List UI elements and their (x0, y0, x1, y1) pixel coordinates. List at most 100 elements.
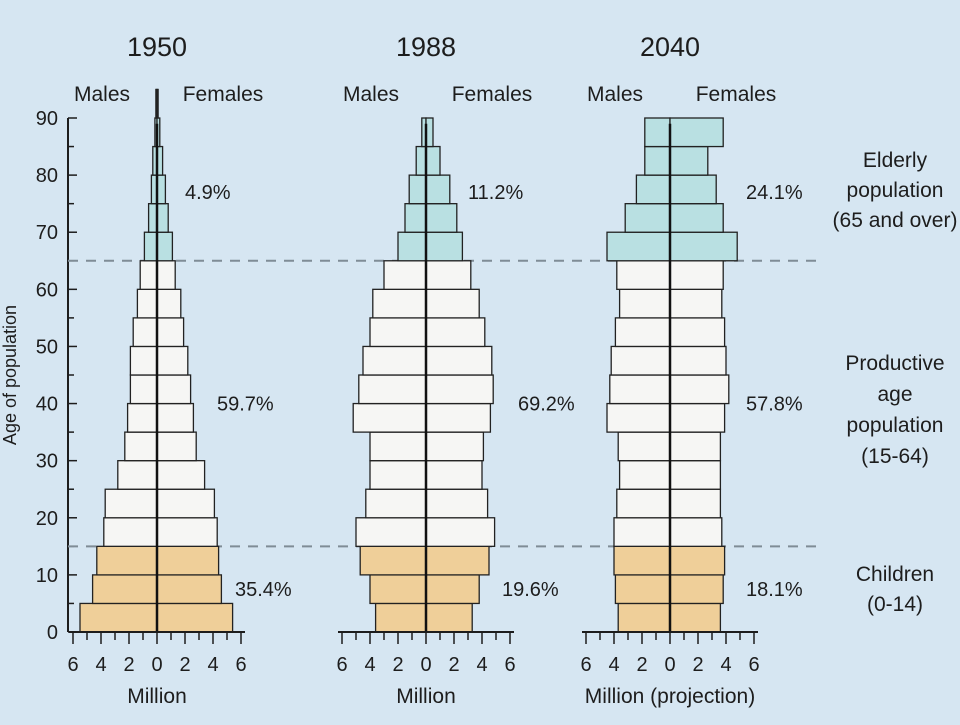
y-axis-label: Age of population (0, 305, 20, 445)
male-bar (96, 545, 158, 576)
x-axis-label: Million (396, 685, 456, 708)
males-label: Males (587, 83, 643, 106)
productive-group-label: age (877, 383, 912, 406)
female-bar (425, 231, 464, 262)
productive-group-label: Productive (845, 352, 944, 375)
female-bar (156, 431, 197, 462)
elderly-group-label: (65 and over) (833, 209, 958, 232)
male-bar (103, 517, 158, 547)
male-bar (352, 402, 427, 433)
female-bar (669, 431, 722, 462)
children-group-label: (0-14) (867, 593, 923, 616)
male-bar (358, 374, 427, 405)
elderly-group-label: population (847, 179, 944, 202)
male-bar (415, 145, 427, 176)
female-bar (156, 231, 174, 262)
female-bar (425, 317, 486, 348)
panel-title: 2040 (640, 32, 700, 62)
male-bar (644, 117, 671, 148)
female-bar (156, 174, 167, 205)
male-bar (117, 460, 158, 490)
male-bar (79, 602, 158, 633)
male-bar (147, 203, 158, 233)
x-tick-label: 0 (664, 654, 675, 676)
males-label: Males (74, 83, 130, 106)
female-bar (156, 288, 182, 319)
male-bar (136, 288, 158, 319)
productive-group-label: population (847, 414, 944, 437)
female-bar (425, 460, 483, 490)
female-bar (669, 574, 724, 605)
y-tick-label: 40 (36, 394, 58, 416)
male-bar (362, 345, 427, 376)
y-tick-label: 50 (36, 336, 58, 358)
female-bar (156, 317, 185, 348)
x-tick-label: 6 (748, 654, 759, 676)
female-bar (669, 145, 709, 176)
x-tick-label: 4 (608, 654, 619, 676)
y-tick-label: 70 (36, 222, 58, 244)
female-bar (425, 174, 451, 205)
x-tick-label: 4 (207, 654, 218, 676)
female-bar (669, 231, 738, 262)
x-tick-label: 2 (636, 654, 647, 676)
productive-group-label: (15-64) (861, 445, 929, 468)
male-bar (616, 260, 671, 290)
productive-percentage: 69.2% (518, 394, 575, 416)
x-tick-label: 4 (720, 654, 731, 676)
male-bar (404, 203, 427, 233)
x-tick-label: 2 (448, 654, 459, 676)
male-bar (126, 402, 158, 433)
male-bar (613, 517, 671, 547)
male-bar (617, 602, 671, 633)
male-bar (129, 345, 158, 376)
y-tick-label: 60 (36, 279, 58, 301)
female-bar (669, 174, 717, 205)
females-label: Females (452, 83, 533, 106)
male-bar (617, 431, 671, 462)
x-tick-label: 2 (692, 654, 703, 676)
male-bar (365, 488, 427, 519)
female-bar (156, 545, 220, 576)
female-bar (156, 88, 159, 119)
female-bar (156, 260, 176, 290)
elderly-percentage: 11.2% (468, 182, 523, 204)
y-tick-label: 80 (36, 165, 58, 187)
female-bar (156, 374, 192, 405)
x-tick-label: 4 (476, 654, 487, 676)
female-bar (156, 345, 189, 376)
x-tick-label: 4 (95, 654, 106, 676)
x-tick-label: 6 (336, 654, 347, 676)
x-tick-label: 0 (151, 654, 162, 676)
female-bar (156, 602, 234, 633)
female-bar (669, 402, 726, 433)
x-axis-label: Million (projection) (585, 685, 755, 708)
female-bar (669, 260, 724, 290)
female-bar (669, 203, 724, 233)
male-bar (132, 317, 158, 348)
children-percentage: 19.6% (502, 579, 559, 601)
female-bar (156, 203, 169, 233)
male-bar (408, 174, 427, 205)
female-bar (669, 460, 722, 490)
elderly-percentage: 24.1% (746, 182, 803, 204)
male-bar (104, 488, 158, 519)
male-bar (369, 460, 427, 490)
x-axis-label: Million (127, 685, 187, 708)
male-bar (143, 231, 158, 262)
y-tick-label: 0 (47, 622, 58, 644)
x-tick-label: 4 (364, 654, 375, 676)
male-bar (369, 431, 427, 462)
female-bar (669, 345, 727, 376)
female-bar (156, 574, 223, 605)
female-bar (669, 288, 723, 319)
elderly-group-label: Elderly (863, 149, 928, 172)
female-bar (425, 260, 472, 290)
female-bar (669, 545, 726, 576)
female-bar (425, 545, 490, 576)
female-bar (669, 488, 722, 519)
male-bar (355, 517, 427, 547)
panel-title: 1988 (396, 32, 456, 62)
